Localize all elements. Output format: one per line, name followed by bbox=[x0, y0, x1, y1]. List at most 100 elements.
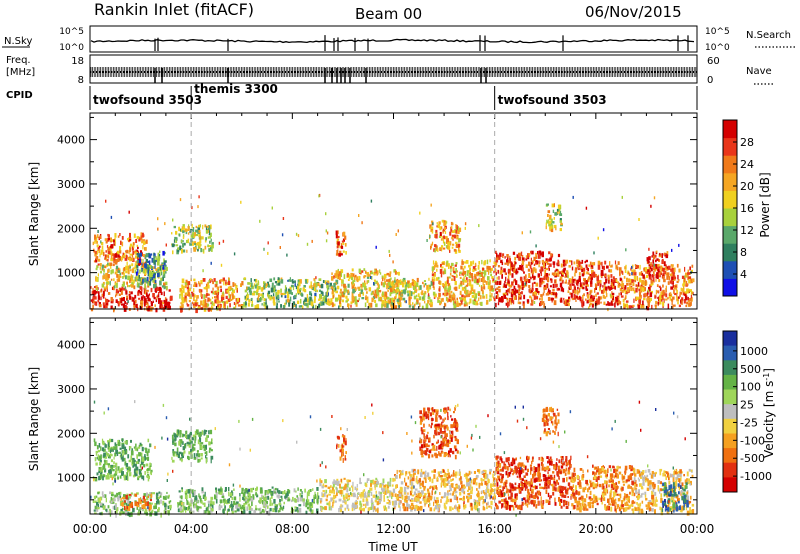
echo-cell bbox=[433, 286, 435, 290]
echo-cell bbox=[509, 255, 511, 261]
echo-cell bbox=[452, 222, 454, 226]
echo-cell bbox=[339, 300, 341, 304]
echo-cell bbox=[545, 273, 549, 277]
echo-cell bbox=[567, 302, 570, 307]
echo-cell bbox=[489, 298, 492, 301]
echo-cell bbox=[136, 236, 140, 239]
echo-cell bbox=[213, 302, 215, 307]
echo-cell bbox=[668, 293, 671, 299]
echo-cell bbox=[121, 467, 124, 470]
echo-cell bbox=[255, 507, 258, 511]
echo-cell bbox=[440, 263, 442, 268]
echo-cell bbox=[311, 287, 314, 291]
echo-cell bbox=[163, 273, 166, 278]
echo-cell bbox=[416, 300, 419, 304]
echo-cell bbox=[286, 298, 290, 303]
echo-cell bbox=[453, 230, 456, 233]
echo-cell bbox=[478, 261, 480, 265]
echo-cell bbox=[506, 282, 509, 286]
echo-cell bbox=[340, 245, 344, 249]
echo-cell bbox=[409, 291, 411, 296]
echo-cell bbox=[394, 277, 396, 281]
echo-cell bbox=[194, 438, 196, 444]
echo-cell bbox=[429, 235, 431, 238]
echo-cell bbox=[217, 292, 219, 296]
echo-cell bbox=[625, 264, 627, 270]
echo-cell bbox=[599, 296, 603, 300]
echo-cell bbox=[486, 299, 489, 305]
echo-cell bbox=[603, 301, 606, 305]
echo-cell bbox=[220, 279, 223, 282]
echo-cell bbox=[618, 283, 621, 287]
echo-cell bbox=[589, 261, 592, 265]
echo-cell bbox=[327, 280, 330, 284]
echo-cell bbox=[690, 269, 693, 272]
echo-cell bbox=[135, 470, 138, 474]
echo-cell bbox=[216, 286, 219, 290]
echo-cell bbox=[155, 283, 157, 288]
echo-cell bbox=[97, 263, 100, 266]
echo-cell bbox=[200, 300, 203, 306]
echo-cell bbox=[500, 260, 502, 264]
echo-cell bbox=[294, 506, 297, 509]
echo-cell bbox=[198, 282, 201, 287]
echo-cell bbox=[175, 437, 177, 441]
echo-cell bbox=[107, 505, 110, 509]
echo-cell bbox=[237, 304, 241, 307]
echo-cell bbox=[681, 297, 684, 302]
echo-cell bbox=[110, 265, 112, 269]
echo-cell bbox=[513, 269, 515, 273]
echo-cell bbox=[524, 282, 528, 287]
echo-cell bbox=[279, 246, 281, 249]
echo-cell bbox=[483, 286, 486, 290]
echo-cell bbox=[605, 290, 607, 295]
echo-cell bbox=[515, 295, 517, 300]
echo-cell bbox=[479, 274, 482, 277]
echo-cell bbox=[562, 269, 566, 273]
echo-cell bbox=[185, 279, 188, 283]
echo-cell bbox=[236, 288, 238, 293]
echo-cell bbox=[382, 291, 384, 296]
echo-cell bbox=[681, 300, 683, 305]
echo-cell bbox=[379, 296, 382, 301]
echo-cell bbox=[494, 288, 497, 291]
echo-cell bbox=[463, 302, 465, 307]
echo-cell bbox=[118, 495, 122, 499]
echo-cell bbox=[107, 248, 110, 254]
echo-cell bbox=[334, 273, 337, 278]
echo-cell bbox=[470, 273, 473, 278]
echo-cell bbox=[177, 429, 180, 435]
echo-cell bbox=[558, 209, 560, 214]
colorbar-tick-label: 16 bbox=[740, 202, 754, 215]
echo-cell bbox=[199, 498, 202, 503]
echo-cell bbox=[180, 442, 182, 447]
echo-cell bbox=[122, 276, 124, 279]
echo-cell bbox=[208, 510, 211, 515]
echo-cell bbox=[90, 308, 94, 312]
echo-cell bbox=[590, 277, 593, 283]
echo-cell bbox=[616, 302, 619, 306]
echo-cell bbox=[652, 280, 655, 283]
echo-cell bbox=[137, 256, 140, 262]
echo-cell bbox=[132, 507, 135, 513]
echo-cell bbox=[114, 257, 116, 261]
echo-cell bbox=[104, 494, 107, 498]
echo-cell bbox=[177, 503, 179, 508]
echo-cell bbox=[129, 257, 131, 262]
echo-cell bbox=[219, 492, 223, 495]
echo-cell bbox=[347, 303, 349, 307]
echo-cell bbox=[189, 488, 192, 492]
echo-cell bbox=[147, 501, 149, 506]
echo-cell bbox=[455, 230, 457, 234]
echo-cell bbox=[582, 301, 585, 306]
echo-cell bbox=[690, 297, 693, 302]
echo-cell bbox=[321, 300, 323, 303]
echo-cell bbox=[336, 478, 339, 482]
echo-cell bbox=[518, 291, 521, 295]
echo-cell bbox=[180, 240, 183, 243]
echo-cell bbox=[530, 297, 533, 301]
echo-cell bbox=[204, 245, 207, 250]
echo-cell bbox=[667, 281, 670, 285]
echo-cell bbox=[165, 266, 168, 271]
